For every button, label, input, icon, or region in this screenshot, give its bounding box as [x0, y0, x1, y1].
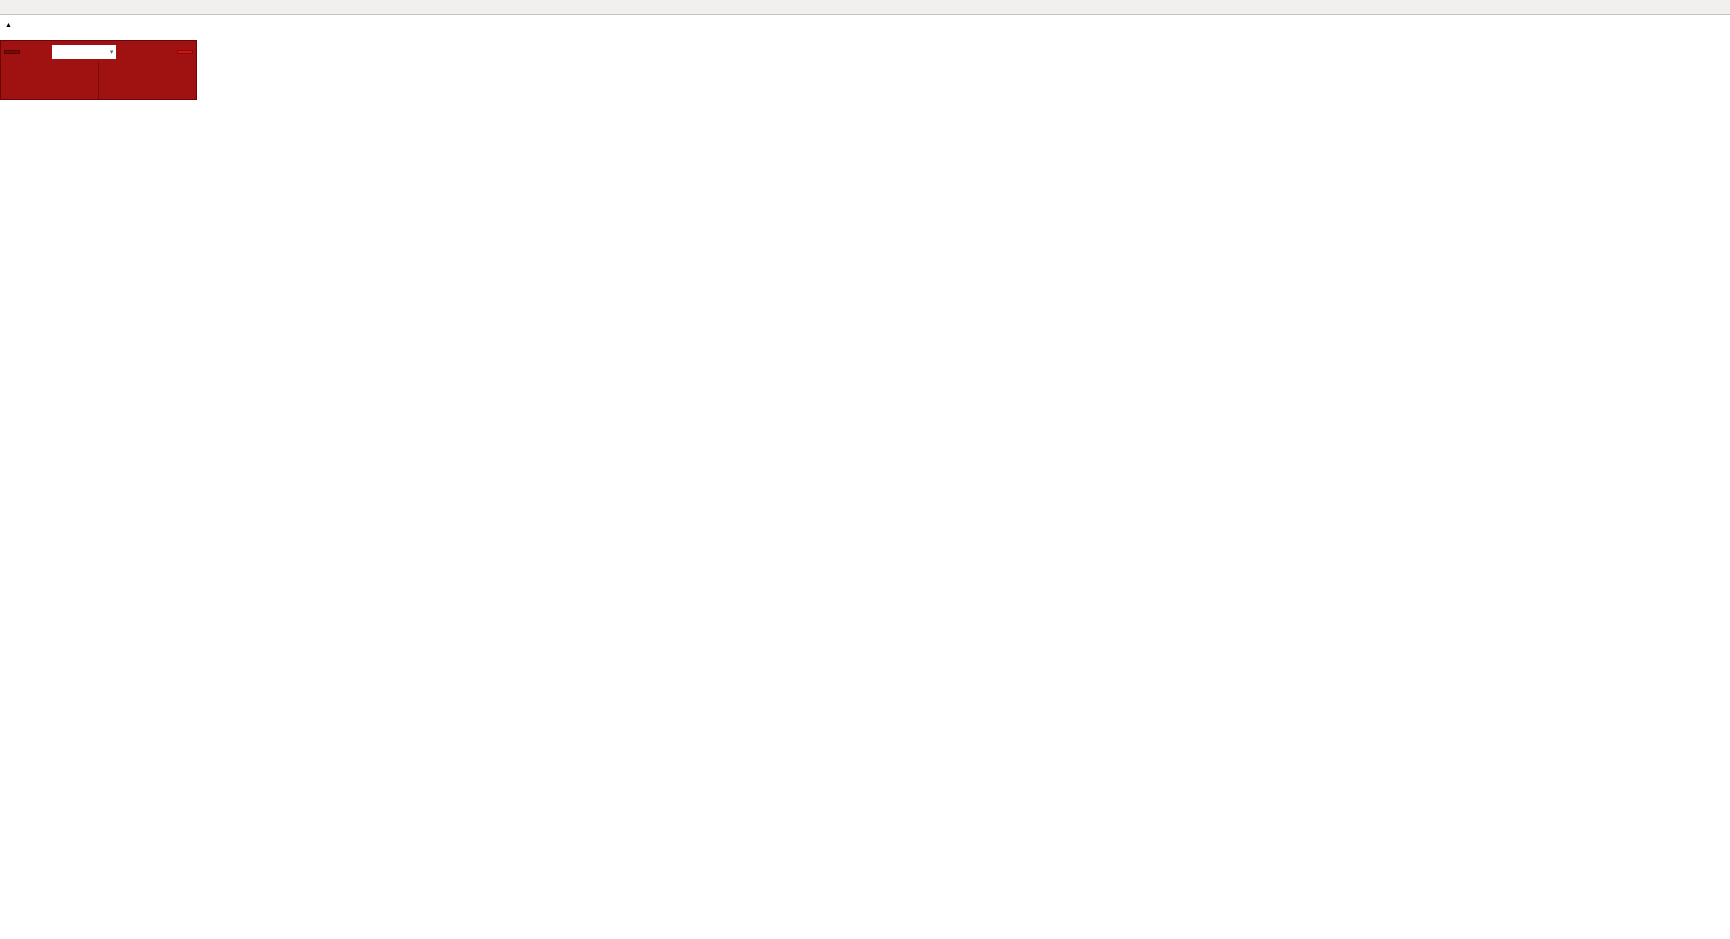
symbol-info: ▲	[5, 21, 20, 32]
volume-input[interactable]: ▾	[52, 44, 117, 59]
toolbar	[0, 0, 1730, 15]
time-axis[interactable]	[0, 829, 1688, 851]
one-click-trading-panel: ▾	[0, 40, 197, 100]
symbol-marker-icon: ▲	[5, 22, 12, 29]
macd-indicator-label	[4, 543, 12, 553]
volume-spinner-icon[interactable]: ▾	[109, 48, 114, 56]
sell-button[interactable]	[4, 49, 20, 54]
sell-price[interactable]	[1, 62, 98, 99]
buy-button[interactable]	[176, 49, 193, 54]
trade-panel-divider	[98, 62, 99, 99]
price-axis[interactable]	[1689, 0, 1730, 939]
rsi-indicator-label	[4, 681, 8, 691]
buy-price[interactable]	[99, 62, 196, 99]
